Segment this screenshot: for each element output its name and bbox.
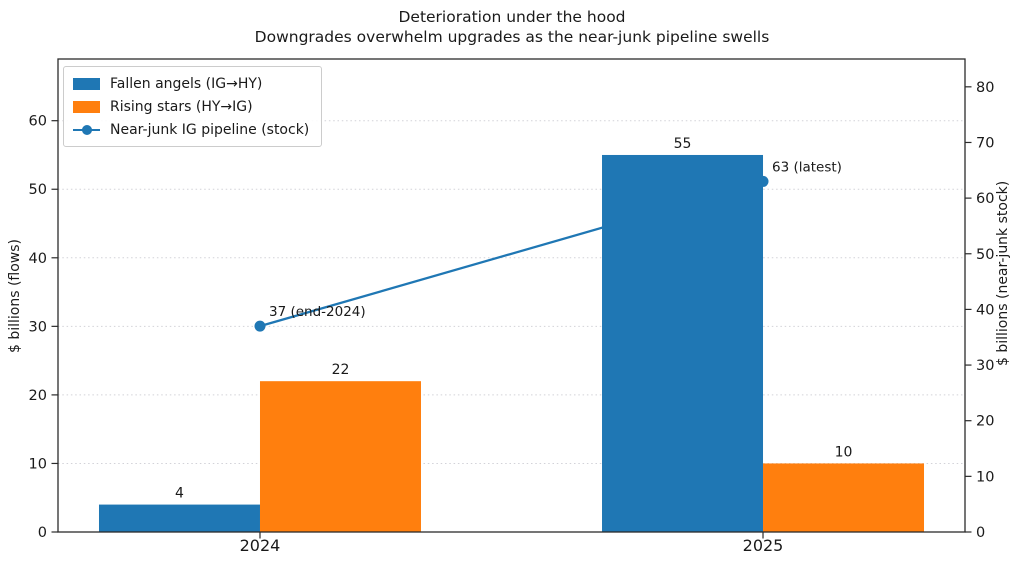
bar-value-label: 22 bbox=[332, 362, 350, 378]
line-marker-sample-icon bbox=[73, 124, 100, 136]
line-marker-2024 bbox=[254, 320, 266, 332]
bar-value-label: 4 bbox=[175, 486, 184, 502]
bar-rising-stars-2025 bbox=[763, 463, 925, 532]
rising-stars-swatch-icon bbox=[73, 100, 100, 113]
left-tick-label-30: 30 bbox=[29, 319, 47, 335]
legend-label-rising-stars: Rising stars (HY→IG) bbox=[110, 98, 253, 115]
plot-border bbox=[57, 58, 966, 533]
x-tick-label-2024: 2024 bbox=[240, 536, 281, 555]
right-tick-label-30: 30 bbox=[976, 358, 994, 374]
legend-item-fallen-angels: Fallen angels (IG→HY) bbox=[73, 72, 309, 95]
right-tick-label-10: 10 bbox=[976, 469, 994, 485]
left-tick-label-50: 50 bbox=[29, 182, 47, 198]
bar-rising-stars-2024 bbox=[259, 381, 421, 532]
left-tick-label-40: 40 bbox=[29, 251, 47, 267]
line-annotation-2024: 37 (end-2024) bbox=[269, 304, 366, 320]
legend: Fallen angels (IG→HY) Rising stars (HY→I… bbox=[63, 66, 323, 147]
legend-dot-icon bbox=[81, 125, 92, 135]
right-tick-label-20: 20 bbox=[976, 414, 994, 430]
left-tick-label-10: 10 bbox=[29, 456, 47, 472]
x-tick-label-2025: 2025 bbox=[743, 536, 784, 555]
right-tick-label-0: 0 bbox=[976, 525, 985, 541]
right-tick-label-60: 60 bbox=[976, 191, 994, 207]
left-tick-label-60: 60 bbox=[29, 114, 47, 130]
right-tick-label-40: 40 bbox=[976, 302, 994, 318]
bar-fallen-angels-2024 bbox=[98, 504, 260, 532]
line-annotation-2025: 63 (latest) bbox=[772, 159, 842, 175]
bar-value-label: 10 bbox=[835, 444, 853, 460]
legend-item-near-junk-pipeline: Near-junk IG pipeline (stock) bbox=[73, 118, 309, 141]
right-tick-label-50: 50 bbox=[976, 247, 994, 263]
right-tick-label-70: 70 bbox=[976, 135, 994, 151]
bar-fallen-angels-2025 bbox=[602, 154, 764, 532]
left-tick-label-0: 0 bbox=[38, 525, 47, 541]
legend-item-rising-stars: Rising stars (HY→IG) bbox=[73, 95, 309, 118]
legend-label-fallen-angels: Fallen angels (IG→HY) bbox=[110, 75, 263, 92]
legend-label-near-junk-pipeline: Near-junk IG pipeline (stock) bbox=[110, 121, 310, 138]
bar-value-label: 55 bbox=[674, 136, 692, 152]
right-tick-label-80: 80 bbox=[976, 80, 994, 96]
fallen-angels-swatch-icon bbox=[73, 77, 100, 90]
chart-title-line-2: Downgrades overwhelm upgrades as the nea… bbox=[254, 28, 770, 46]
chart-title: Deterioration under the hood Downgrades … bbox=[0, 7, 1024, 47]
chart-title-line-1: Deterioration under the hood bbox=[398, 8, 626, 26]
left-tick-label-20: 20 bbox=[29, 388, 47, 404]
